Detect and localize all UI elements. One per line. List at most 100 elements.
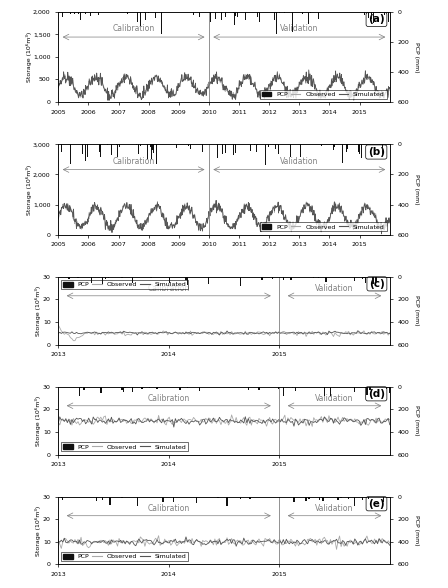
- Bar: [295, 387, 296, 391]
- Text: Validation: Validation: [315, 504, 353, 513]
- Observed: [264, 423, 269, 430]
- Bar: [368, 497, 369, 499]
- Bar: [313, 277, 314, 278]
- Observed: [102, 86, 107, 93]
- Bar: [261, 277, 263, 280]
- Bar: [383, 497, 384, 502]
- Text: (a): (a): [368, 15, 385, 25]
- Observed: [329, 541, 335, 548]
- Simulated: [355, 327, 361, 334]
- Bar: [386, 387, 388, 389]
- Legend: PCP, Observed, Simulated: PCP, Observed, Simulated: [61, 552, 188, 562]
- Observed: [387, 416, 392, 423]
- Observed: [306, 416, 312, 423]
- Observed: [310, 423, 315, 430]
- Bar: [258, 387, 260, 390]
- Bar: [141, 387, 142, 389]
- Bar: [109, 497, 111, 505]
- Simulated: [379, 230, 384, 238]
- Simulated: [387, 330, 392, 337]
- Observed: [334, 546, 339, 553]
- Bar: [68, 277, 69, 279]
- Bar: [168, 277, 170, 283]
- Simulated: [56, 215, 61, 222]
- Simulated: [171, 423, 177, 430]
- Simulated: [233, 543, 239, 550]
- Observed: [279, 208, 284, 215]
- Simulated: [56, 420, 61, 427]
- Bar: [62, 497, 64, 500]
- Bar: [337, 497, 339, 500]
- Bar: [249, 497, 250, 499]
- Observed: [279, 79, 284, 86]
- Bar: [196, 497, 197, 503]
- Observed: [191, 539, 196, 546]
- Observed: [56, 82, 61, 89]
- Observed: [56, 216, 61, 223]
- Text: Calibration: Calibration: [148, 504, 190, 513]
- Legend: PCP, Observed, Simulated: PCP, Observed, Simulated: [61, 280, 188, 289]
- Text: Validation: Validation: [315, 394, 353, 403]
- Simulated: [387, 215, 392, 222]
- Text: (d): (d): [368, 389, 385, 399]
- Observed: [191, 330, 196, 338]
- Bar: [293, 497, 295, 502]
- Bar: [187, 387, 188, 388]
- Observed: [186, 331, 192, 338]
- Line: Observed: Observed: [58, 415, 390, 426]
- Bar: [105, 277, 106, 279]
- Observed: [105, 96, 111, 103]
- Bar: [283, 387, 284, 396]
- Bar: [290, 277, 292, 280]
- Simulated: [191, 419, 196, 426]
- Observed: [228, 225, 234, 232]
- Bar: [125, 387, 126, 388]
- Simulated: [135, 93, 141, 101]
- Y-axis label: PCP (mm): PCP (mm): [414, 515, 419, 546]
- Bar: [340, 497, 342, 498]
- Bar: [365, 277, 366, 283]
- Simulated: [265, 536, 271, 543]
- Bar: [83, 387, 85, 389]
- Simulated: [329, 329, 335, 336]
- Line: Simulated: Simulated: [58, 417, 390, 427]
- Bar: [163, 497, 164, 502]
- Simulated: [102, 87, 107, 94]
- Y-axis label: PCP (mm): PCP (mm): [414, 42, 419, 72]
- Observed: [379, 230, 384, 237]
- Y-axis label: PCP (mm): PCP (mm): [414, 174, 419, 205]
- Text: Calibration: Calibration: [148, 394, 190, 403]
- Text: (e): (e): [368, 499, 385, 509]
- Observed: [264, 536, 269, 543]
- Simulated: [308, 537, 313, 544]
- Line: Observed: Observed: [58, 325, 390, 340]
- Bar: [121, 387, 123, 390]
- Simulated: [102, 216, 108, 223]
- Simulated: [185, 330, 190, 337]
- Bar: [108, 277, 109, 278]
- Bar: [248, 387, 249, 390]
- Bar: [240, 277, 241, 286]
- Observed: [185, 417, 190, 424]
- Bar: [363, 277, 365, 278]
- Simulated: [306, 66, 311, 74]
- Observed: [72, 536, 78, 543]
- Simulated: [308, 418, 313, 425]
- Y-axis label: PCP (mm): PCP (mm): [414, 295, 419, 326]
- Bar: [319, 497, 320, 500]
- Observed: [135, 225, 140, 232]
- Bar: [60, 497, 62, 498]
- Observed: [264, 329, 269, 336]
- Bar: [362, 497, 363, 500]
- Bar: [80, 387, 82, 388]
- Bar: [354, 497, 355, 506]
- Line: Observed: Observed: [58, 72, 390, 99]
- Simulated: [56, 330, 61, 337]
- Simulated: [228, 223, 234, 230]
- Bar: [330, 387, 331, 396]
- Bar: [79, 387, 80, 396]
- Bar: [91, 277, 92, 283]
- Bar: [309, 497, 310, 499]
- Simulated: [243, 413, 248, 420]
- Simulated: [263, 219, 268, 226]
